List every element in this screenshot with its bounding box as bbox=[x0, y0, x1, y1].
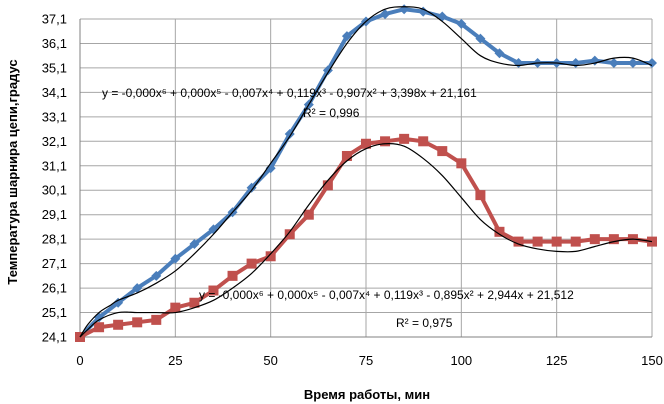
y-tick-label: 29,1 bbox=[42, 207, 67, 222]
y-tick-label: 37,1 bbox=[42, 12, 67, 27]
x-tick-label: 125 bbox=[546, 353, 568, 368]
data-point-diamond bbox=[399, 4, 410, 15]
data-point-diamond bbox=[475, 33, 486, 44]
y-tick-label: 35,1 bbox=[42, 60, 67, 75]
y-tick-label: 32,1 bbox=[42, 134, 67, 149]
data-point-square bbox=[265, 251, 276, 262]
data-point-square bbox=[303, 209, 314, 220]
data-point-square bbox=[361, 138, 371, 149]
data-point-square bbox=[418, 136, 429, 147]
data-point-square bbox=[94, 322, 105, 333]
data-point-square bbox=[322, 180, 333, 191]
y-tick-label: 27,1 bbox=[42, 256, 67, 271]
data-point-square bbox=[570, 236, 581, 247]
data-point-square bbox=[341, 150, 352, 161]
y-tick-label: 26,1 bbox=[42, 281, 67, 296]
data-point-square bbox=[208, 285, 219, 296]
data-point-square bbox=[551, 236, 562, 247]
trendlines bbox=[79, 6, 653, 338]
data-point-diamond bbox=[265, 163, 276, 174]
data-point-square bbox=[456, 158, 467, 169]
x-tick-label: 100 bbox=[450, 353, 472, 368]
axes bbox=[79, 19, 652, 338]
data-point-diamond bbox=[627, 58, 638, 69]
data-point-square bbox=[284, 229, 295, 240]
data-point-square bbox=[189, 297, 200, 308]
data-point-diamond bbox=[494, 48, 505, 59]
data-point-diamond bbox=[341, 31, 352, 42]
data-point-diamond bbox=[589, 55, 600, 66]
trendline-square bbox=[79, 143, 653, 338]
data-point-square bbox=[494, 226, 505, 237]
data-point-square bbox=[589, 234, 600, 245]
data-point-diamond bbox=[170, 253, 181, 264]
tick-labels: 0 25 50 75 100 125 150 24,1 25,1 26,1 27,1 28,1 29,1… bbox=[42, 12, 663, 369]
trendline-r2-red: R² = 0,975 bbox=[396, 316, 453, 330]
trendline-diamond bbox=[79, 6, 653, 338]
x-tick-label: 25 bbox=[168, 353, 182, 368]
y-tick-label: 25,1 bbox=[42, 305, 67, 320]
data-point-square bbox=[437, 146, 448, 157]
data-point-diamond bbox=[189, 239, 200, 250]
y-tick-label: 30,1 bbox=[42, 183, 67, 198]
x-tick-label: 50 bbox=[263, 353, 277, 368]
y-tick-label: 36,1 bbox=[42, 36, 67, 51]
y-tick-label: 24,1 bbox=[42, 330, 67, 345]
x-tick-label: 0 bbox=[76, 353, 83, 368]
x-tick-label: 75 bbox=[359, 353, 373, 368]
data-point-diamond bbox=[456, 18, 467, 29]
data-point-square bbox=[608, 234, 619, 245]
data-point-square bbox=[132, 317, 143, 328]
data-point-diamond bbox=[380, 9, 391, 20]
data-point-square bbox=[380, 136, 391, 147]
data-point-square bbox=[113, 319, 124, 330]
trendline-equation-blue: y = -0,000x⁶ + 0,000x⁵ - 0,007x⁴ + 0,119… bbox=[102, 86, 477, 100]
data-point-square bbox=[170, 302, 181, 313]
x-tick-label: 150 bbox=[641, 353, 663, 368]
data-point-diamond bbox=[113, 297, 124, 308]
trendline-r2-blue: R² = 0,996 bbox=[303, 106, 360, 120]
data-point-diamond bbox=[608, 58, 619, 69]
data-point-diamond bbox=[246, 182, 257, 193]
data-point-square bbox=[227, 270, 238, 281]
y-tick-label: 28,1 bbox=[42, 232, 67, 247]
y-tick-label: 34,1 bbox=[42, 85, 67, 100]
x-axis-title: Время работы, мин bbox=[304, 387, 430, 402]
data-point-diamond bbox=[132, 283, 143, 294]
data-point-square bbox=[532, 236, 543, 247]
y-tick-label: 31,1 bbox=[42, 158, 67, 173]
data-point-diamond bbox=[151, 270, 162, 281]
data-point-square bbox=[513, 236, 524, 247]
data-point-diamond bbox=[418, 6, 429, 17]
data-point-diamond bbox=[437, 11, 448, 22]
data-point-square bbox=[151, 314, 162, 325]
data-point-square bbox=[399, 133, 410, 144]
trendline-equation-red: y = -0,000x⁶ + 0,000x⁵ - 0,007x⁴ + 0,119… bbox=[199, 288, 574, 302]
data-point-diamond bbox=[647, 58, 657, 69]
y-tick-label: 33,1 bbox=[42, 109, 67, 124]
y-axis-title: Температура шарнира цепи,градус bbox=[5, 59, 20, 284]
data-point-square bbox=[246, 258, 257, 269]
data-point-square bbox=[475, 190, 486, 201]
data-point-diamond bbox=[570, 58, 581, 69]
annotations: y = -0,000x⁶ + 0,000x⁵ - 0,007x⁴ + 0,119… bbox=[102, 86, 574, 330]
